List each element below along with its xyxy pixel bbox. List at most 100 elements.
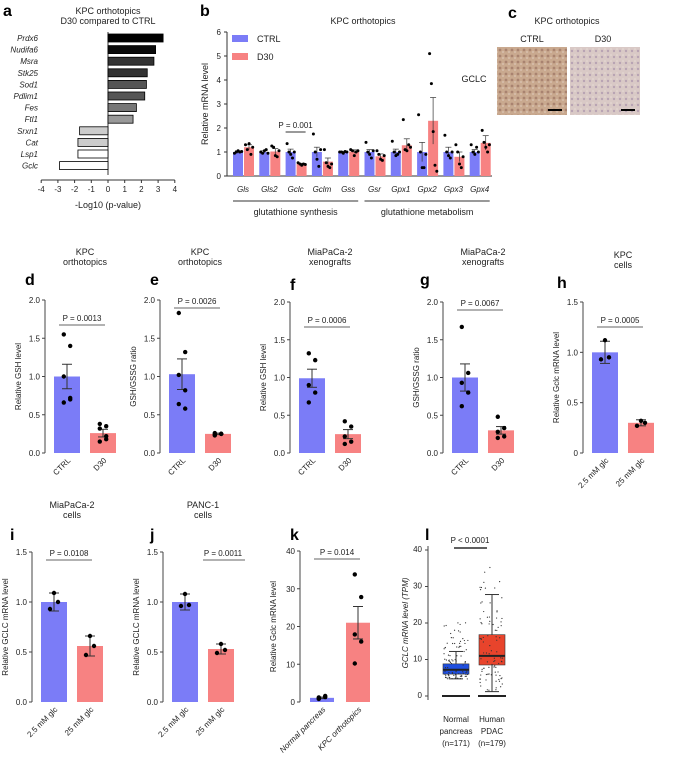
y-tick-label: 0.5: [147, 648, 159, 657]
category-label: CTRL: [51, 456, 73, 478]
group-label: glutathione metabolism: [381, 207, 474, 217]
p-value: P = 0.0011: [204, 549, 243, 558]
data-point: [480, 602, 482, 604]
bar-Fes: [107, 103, 137, 112]
data-point: [322, 148, 326, 152]
data-point: [454, 642, 456, 645]
data-point: [417, 113, 421, 117]
data-point: [352, 154, 356, 158]
data-point: [499, 637, 501, 639]
data-point: [447, 654, 450, 656]
data-point: [429, 82, 433, 86]
panel-title: xenografts: [309, 257, 352, 267]
bar-Msra: [107, 56, 155, 66]
data-point: [500, 621, 502, 623]
panel-label-i: i: [10, 527, 14, 544]
y-tick-label: 2: [217, 124, 222, 133]
panel-c-col-ctrl: CTRL: [520, 34, 544, 44]
data-point: [315, 157, 319, 161]
category-label: pancreas: [440, 727, 473, 736]
legend-label: CTRL: [257, 34, 281, 44]
data-point: [500, 678, 502, 680]
data-point: [178, 603, 184, 609]
data-point: [461, 155, 465, 159]
data-point: [87, 633, 93, 639]
data-point: [447, 678, 449, 680]
data-point: [449, 661, 452, 664]
panel-title: KPC: [614, 250, 633, 260]
data-point: [450, 150, 454, 154]
data-point: [443, 625, 445, 627]
data-point: [480, 637, 482, 640]
data-point: [480, 586, 483, 589]
data-point: [444, 676, 447, 679]
data-point: [481, 601, 483, 603]
data-point: [495, 687, 497, 689]
data-point: [485, 679, 487, 681]
bar-CTRL-Gls: [233, 152, 243, 176]
data-point: [97, 421, 103, 427]
y-tick-label: 2.0: [274, 298, 286, 307]
category-label: CTRL: [449, 456, 471, 478]
data-point: [447, 666, 449, 669]
data-point: [495, 674, 497, 676]
data-point: [497, 671, 499, 673]
data-point: [461, 674, 463, 677]
panel-title: cells: [614, 260, 633, 270]
panel-title: KPC: [191, 247, 210, 257]
data-point: [292, 150, 296, 154]
panel-label-j: j: [149, 527, 154, 544]
data-point: [453, 674, 455, 676]
x-tick-label: -2: [71, 185, 79, 194]
data-point: [448, 676, 450, 679]
bar-CTRL-Gsr: [364, 152, 375, 176]
data-point: [466, 370, 471, 376]
data-point: [445, 150, 449, 154]
data-point: [448, 156, 452, 160]
data-point: [464, 622, 467, 624]
data-point: [497, 626, 499, 628]
data-point: [330, 162, 334, 166]
panel-title: orthotopics: [178, 257, 223, 267]
x-tick-label: 0: [106, 185, 111, 194]
data-point: [219, 431, 224, 437]
x-axis-label: -Log10 (p-value): [75, 200, 141, 210]
bar-CTRL-Gclc: [285, 152, 296, 176]
data-point: [186, 602, 192, 608]
p-value: P = 0.0005: [601, 316, 640, 325]
data-point: [452, 642, 454, 645]
y-tick-label: 0.5: [567, 399, 579, 408]
data-point: [495, 429, 500, 435]
data-point: [496, 611, 498, 613]
data-point: [460, 645, 462, 647]
data-point: [634, 423, 640, 429]
y-tick-label: 0.0: [16, 698, 28, 707]
data-point: [495, 414, 500, 419]
panel-c-col-d30: D30: [595, 34, 612, 44]
data-point: [285, 142, 289, 146]
bar-Gclc: [59, 161, 109, 171]
data-point: [313, 357, 318, 363]
data-point: [428, 52, 432, 56]
data-point: [251, 145, 255, 149]
panel-label-g: g: [420, 272, 430, 289]
data-point: [366, 150, 370, 154]
data-point: [495, 435, 500, 441]
data-point: [214, 650, 220, 656]
y-tick-label: 0.5: [16, 648, 28, 657]
data-point: [61, 400, 66, 405]
category-label: (n=171): [442, 739, 470, 748]
data-point: [97, 426, 103, 431]
data-point: [488, 653, 490, 655]
y-tick-label: 1.0: [567, 348, 579, 357]
data-point: [316, 696, 321, 702]
data-point: [306, 382, 311, 388]
data-point: [486, 616, 489, 618]
data-point: [465, 671, 467, 674]
data-point: [486, 150, 490, 154]
category-label: D30: [207, 456, 224, 473]
data-point: [480, 638, 482, 640]
data-point: [465, 675, 467, 677]
data-point: [500, 686, 502, 688]
